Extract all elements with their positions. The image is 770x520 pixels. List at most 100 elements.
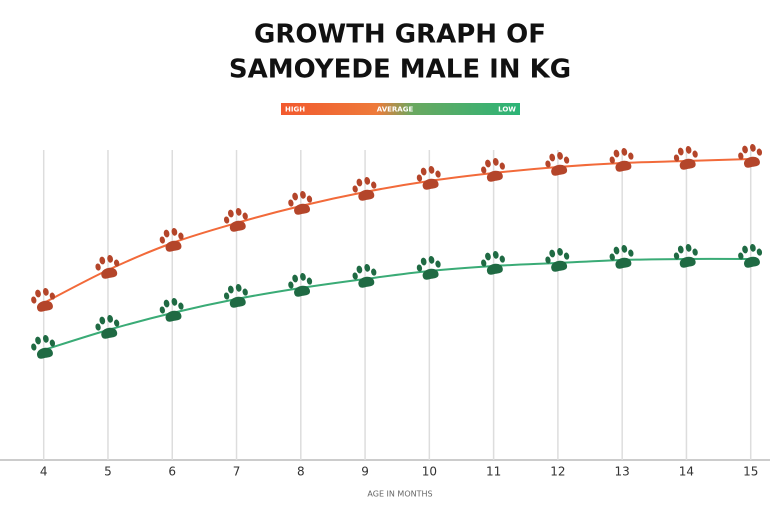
x-tick-label: 15 <box>743 465 758 479</box>
paw-pad <box>165 310 182 322</box>
paw-toe <box>609 253 615 261</box>
paw-toe <box>107 314 113 323</box>
paw-toe <box>485 252 491 261</box>
x-tick-label: 14 <box>679 465 694 479</box>
paw-toe <box>750 243 756 252</box>
paw-toe <box>356 265 363 274</box>
legend-label: HIGH <box>285 106 305 114</box>
paw-marker <box>223 283 248 308</box>
paw-toe <box>549 249 556 258</box>
paw-toe <box>557 151 563 160</box>
x-tick-label: 4 <box>40 465 48 479</box>
paw-toe <box>420 257 427 266</box>
paw-pad <box>551 260 568 272</box>
paw-marker <box>31 334 56 359</box>
paw-toe <box>95 323 101 331</box>
x-tick-label: 9 <box>361 465 369 479</box>
paw-pad <box>294 203 310 215</box>
paw-toe <box>223 216 230 224</box>
paw-toe <box>107 254 113 263</box>
x-tick-label: 8 <box>297 465 305 479</box>
x-tick-label: 7 <box>233 465 241 479</box>
paw-toe <box>288 199 294 207</box>
paw-pad <box>744 256 760 268</box>
paw-pad <box>615 257 632 269</box>
paw-toe <box>163 229 170 238</box>
paw-marker <box>545 151 570 176</box>
paw-toe <box>428 255 435 264</box>
paw-toe <box>35 289 41 298</box>
paw-toe <box>171 227 178 236</box>
paw-marker <box>31 287 56 312</box>
paw-pad <box>37 300 53 312</box>
paw-toe <box>163 299 170 308</box>
x-axis-label: AGE IN MONTHS <box>367 490 432 499</box>
paw-toe <box>95 263 101 271</box>
paw-toe <box>628 152 634 160</box>
paw-toe <box>677 147 684 156</box>
paw-toe <box>750 143 756 152</box>
paw-toe <box>557 247 563 256</box>
paw-pad <box>37 347 53 359</box>
paw-toe <box>31 343 37 351</box>
paw-marker <box>416 165 441 190</box>
paw-toe <box>352 185 358 193</box>
paw-toe <box>416 264 423 272</box>
paw-toe <box>756 148 763 156</box>
paw-toe <box>613 149 620 158</box>
paw-toe <box>685 243 692 252</box>
paw-toe <box>227 209 234 218</box>
paw-marker <box>673 243 698 268</box>
paw-toe <box>178 302 184 310</box>
paw-toe <box>42 287 49 296</box>
paw-toe <box>306 277 313 285</box>
paw-toe <box>242 212 248 220</box>
paw-toe <box>364 263 371 272</box>
x-tick-label: 10 <box>422 465 437 479</box>
paw-pad <box>679 256 696 268</box>
paw-toe <box>306 195 313 203</box>
paw-toe <box>292 192 298 201</box>
paw-toe <box>300 190 306 199</box>
paw-toe <box>738 252 744 260</box>
x-tick-label: 11 <box>486 465 501 479</box>
x-tick-label: 12 <box>550 465 565 479</box>
paw-toe <box>113 319 120 327</box>
paw-toe <box>435 260 441 268</box>
paw-toe <box>549 153 556 162</box>
paw-toe <box>545 256 551 264</box>
paw-marker <box>352 176 377 201</box>
paw-pad <box>679 158 696 170</box>
paw-toe <box>235 207 242 216</box>
paw-pad <box>101 327 118 339</box>
paw-marker <box>288 272 313 297</box>
paw-toe <box>481 259 487 267</box>
paw-marker <box>545 247 570 272</box>
paw-toe <box>677 245 684 254</box>
paw-marker <box>352 263 377 288</box>
paw-toe <box>613 246 620 255</box>
paw-toe <box>42 334 49 343</box>
paw-toe <box>563 156 570 164</box>
paw-pad <box>551 164 568 176</box>
paw-toe <box>692 150 698 158</box>
paw-pad <box>615 160 632 172</box>
paw-toe <box>609 156 615 164</box>
paw-marker <box>481 250 505 275</box>
paw-toe <box>692 248 698 256</box>
paw-marker <box>609 147 634 172</box>
paw-toe <box>352 272 358 280</box>
paw-pad <box>422 268 439 280</box>
paw-toe <box>242 288 248 296</box>
paw-pad <box>101 267 118 279</box>
paw-marker <box>95 254 120 279</box>
paw-toe <box>371 181 377 189</box>
paw-toe <box>356 178 363 187</box>
paw-toe <box>673 154 680 162</box>
paw-marker <box>95 314 120 339</box>
series-line <box>43 257 751 351</box>
paw-marker <box>223 207 248 232</box>
paw-toe <box>492 250 499 259</box>
paw-toe <box>563 252 570 260</box>
paw-toe <box>628 249 634 257</box>
